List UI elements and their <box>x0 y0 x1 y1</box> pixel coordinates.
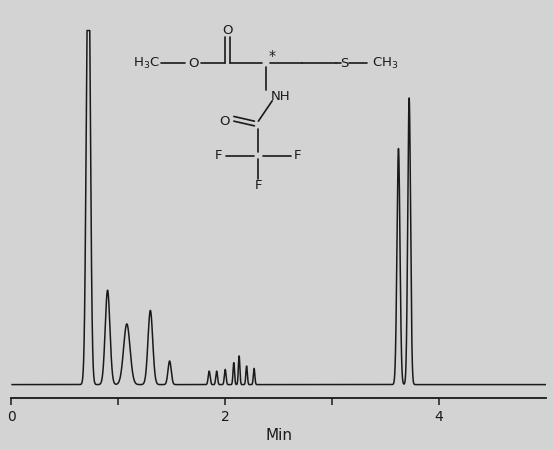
X-axis label: Min: Min <box>265 428 292 443</box>
